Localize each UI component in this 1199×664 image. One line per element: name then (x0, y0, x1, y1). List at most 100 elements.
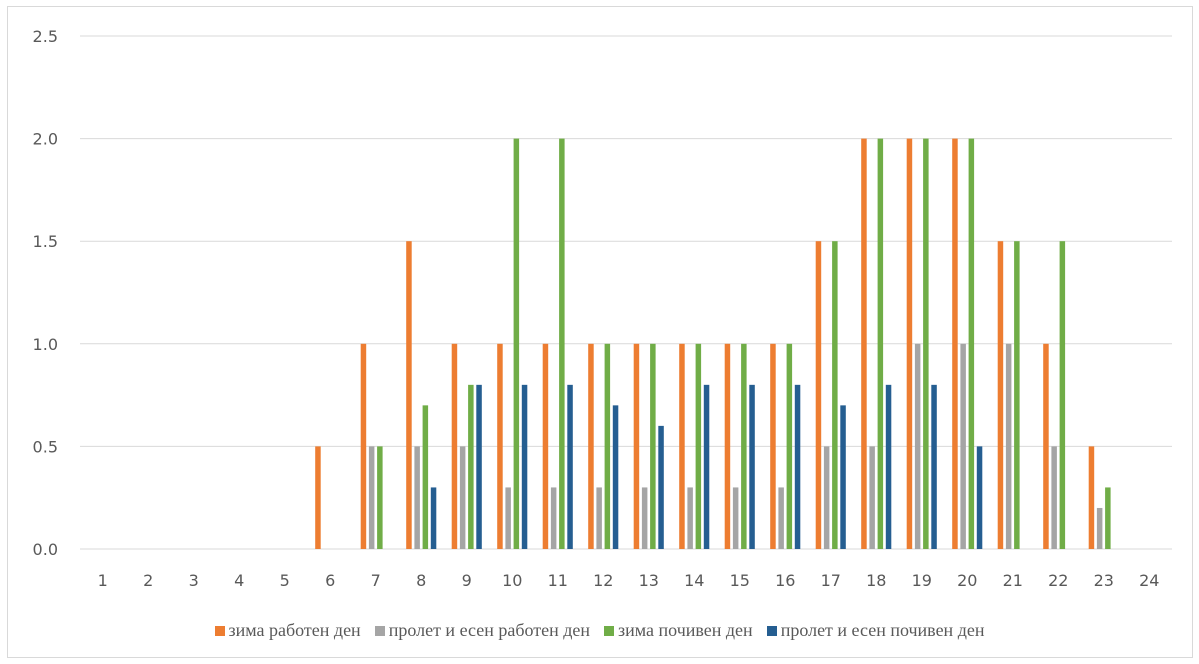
x-tick-label: 6 (325, 571, 335, 590)
legend-swatch (766, 625, 777, 636)
bar (732, 487, 739, 549)
bar (1088, 446, 1095, 549)
legend-label: пролет и есен почивен ден (780, 620, 985, 640)
bar (914, 343, 921, 549)
bar (513, 138, 520, 549)
bar (368, 446, 375, 549)
bar (414, 446, 420, 549)
x-tick-label: 21 (1003, 571, 1023, 590)
bar (885, 384, 892, 549)
bar (840, 405, 846, 549)
x-tick-label: 7 (371, 571, 381, 590)
y-tick-label: 0.5 (33, 437, 58, 456)
legend-swatch (374, 625, 385, 636)
legend-label: зима почивен ден (618, 620, 753, 640)
bar (832, 241, 838, 549)
bar (968, 138, 975, 549)
legend-swatch (604, 625, 615, 636)
bar (377, 446, 383, 549)
bar (596, 487, 602, 549)
bar (861, 138, 867, 549)
bar (476, 384, 482, 549)
y-tick-label: 2.5 (33, 27, 58, 46)
bar (588, 343, 594, 549)
bar (687, 487, 693, 549)
bar (724, 343, 731, 549)
bar (315, 446, 321, 549)
bar (794, 384, 801, 549)
x-tick-label: 2 (143, 571, 153, 590)
bar (650, 343, 656, 549)
y-axis-ticks: 0.0 0.5 1.0 1.5 2.0 2.5 (33, 27, 58, 559)
bar (952, 138, 958, 549)
bar (468, 384, 474, 549)
bar (960, 343, 966, 549)
x-tick-label: 23 (1094, 571, 1114, 590)
y-tick-label: 2.0 (33, 130, 58, 149)
legend-label: пролет и есен работен ден (388, 620, 591, 640)
x-tick-label: 17 (821, 571, 841, 590)
y-tick-label: 1.0 (33, 335, 58, 354)
bar (1005, 343, 1012, 549)
bar (542, 343, 549, 549)
bar (567, 384, 573, 549)
x-tick-label: 18 (866, 571, 886, 590)
bar (877, 138, 884, 549)
bar (703, 384, 710, 549)
bar (778, 487, 784, 549)
bar (612, 405, 619, 549)
bar (1014, 241, 1020, 549)
bar (360, 343, 367, 549)
bar (976, 446, 983, 549)
x-tick-label: 14 (684, 571, 704, 590)
bar (770, 343, 776, 549)
bar (997, 241, 1004, 549)
x-tick-label: 13 (639, 571, 659, 590)
bar (430, 487, 437, 549)
x-tick-label: 3 (189, 571, 199, 590)
bar (679, 343, 685, 549)
bar (550, 487, 557, 549)
legend-item: пролет и есен работен ден (374, 620, 591, 641)
x-tick-label: 19 (912, 571, 932, 590)
bar (931, 384, 937, 549)
bars (315, 138, 1111, 549)
bar (749, 384, 755, 549)
x-tick-label: 12 (593, 571, 613, 590)
bar (559, 138, 565, 549)
legend-item: пролет и есен почивен ден (766, 620, 985, 641)
legend-label: зима работен ден (228, 620, 361, 640)
bar (633, 343, 640, 549)
bar (923, 138, 929, 549)
bar (497, 343, 503, 549)
x-tick-label: 20 (957, 571, 977, 590)
bar (786, 343, 793, 549)
x-tick-label: 1 (98, 571, 108, 590)
legend-swatch (214, 625, 225, 636)
gridlines (80, 35, 1172, 550)
bar (1096, 507, 1103, 549)
bar (1059, 241, 1066, 549)
bar (422, 405, 429, 549)
bar (823, 446, 830, 549)
bar (604, 343, 611, 549)
bar (1043, 343, 1049, 549)
bar (1051, 446, 1057, 549)
x-tick-label: 16 (775, 571, 795, 590)
x-tick-label: 5 (280, 571, 290, 590)
x-tick-label: 10 (502, 571, 522, 590)
bar (869, 446, 875, 549)
x-tick-label: 4 (234, 571, 244, 590)
x-tick-label: 9 (462, 571, 472, 590)
bar (741, 343, 747, 549)
bar (459, 446, 466, 549)
bar (1105, 487, 1111, 549)
bar (406, 241, 412, 549)
x-tick-label: 8 (416, 571, 426, 590)
bar (521, 384, 528, 549)
x-tick-label: 11 (548, 571, 568, 590)
x-tick-label: 15 (730, 571, 750, 590)
bar (658, 425, 664, 549)
bar (505, 487, 511, 549)
